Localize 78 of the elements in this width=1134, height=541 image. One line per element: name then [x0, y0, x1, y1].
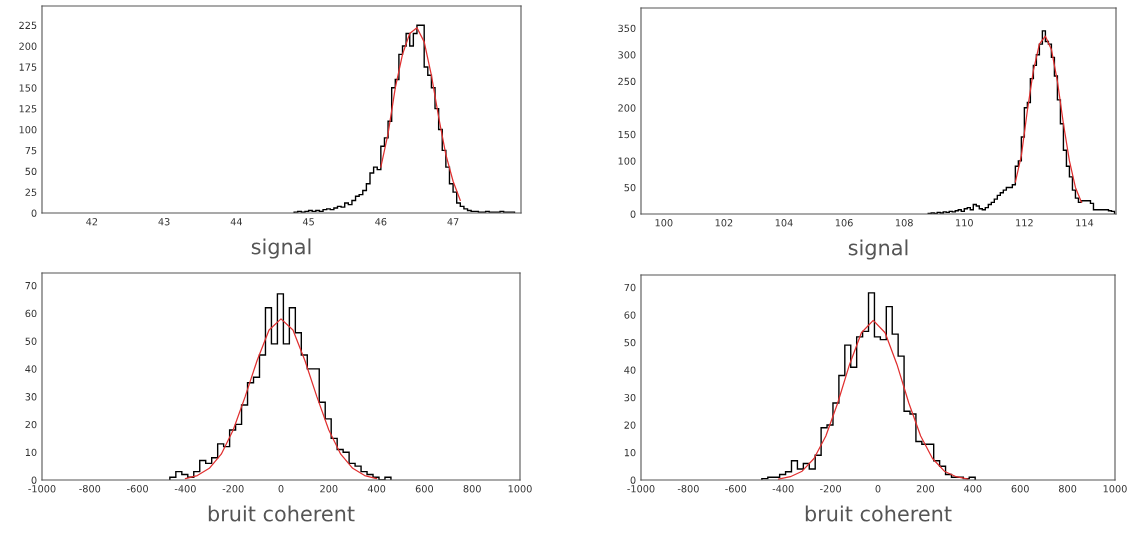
y-tick-label: 125	[19, 105, 37, 113]
y-tick-label: 10	[25, 448, 37, 457]
x-tick-label: 112	[1016, 219, 1033, 227]
y-tick-label: 0	[31, 209, 37, 217]
x-tick-label: 44	[230, 218, 242, 226]
y-tick-label: 50	[25, 167, 37, 176]
y-tick-label: 50	[624, 183, 636, 192]
y-tick-label: 250	[618, 77, 636, 86]
y-tick-label: 150	[618, 130, 636, 139]
line-series	[380, 27, 461, 202]
x-axis-title: signal	[848, 239, 908, 260]
y-tick-label: 10	[624, 448, 636, 457]
y-tick-label: 0	[630, 476, 636, 484]
x-tick-label: -600	[725, 485, 747, 493]
x-tick-label: -600	[127, 485, 148, 493]
x-tick-label: 1000	[1103, 485, 1127, 493]
y-tick-label: 25	[25, 188, 37, 196]
y-tick-label: 0	[31, 476, 37, 484]
y-tick-label: 50	[25, 337, 37, 345]
x-axis-title: bruit coherent	[208, 505, 355, 522]
y-tick-label: 200	[618, 104, 636, 112]
x-tick-label: -1000	[28, 485, 56, 493]
y-tick-label: 40	[25, 365, 37, 373]
x-tick-label: 200	[320, 485, 338, 493]
y-tick-label: 70	[624, 283, 636, 292]
x-tick-label: 46	[375, 218, 387, 226]
x-tick-label: -800	[79, 485, 101, 493]
x-tick-label: -1000	[627, 485, 655, 493]
x-tick-label: 104	[775, 219, 793, 227]
x-tick-label: 114	[1076, 219, 1094, 227]
x-tick-label: 106	[835, 219, 853, 227]
x-tick-label: -800	[677, 485, 699, 493]
y-tick-label: 20	[25, 420, 37, 429]
x-tick-label: 600	[1011, 485, 1029, 493]
x-axis-title: signal	[251, 238, 311, 259]
x-tick-label: 102	[715, 219, 733, 227]
y-tick-label: 30	[25, 393, 37, 401]
y-tick-label: 150	[19, 84, 37, 92]
y-tick-label: 70	[25, 281, 37, 290]
x-tick-label: -200	[222, 485, 244, 493]
x-tick-label: 42	[86, 218, 98, 226]
y-tick-label: 100	[19, 126, 37, 134]
x-tick-label: 400	[964, 485, 982, 493]
y-tick-label: 350	[618, 24, 636, 33]
line-series	[1014, 35, 1083, 203]
x-tick-label: -400	[772, 485, 794, 493]
y-tick-label: 30	[624, 393, 636, 402]
y-tick-label: 20	[624, 421, 636, 429]
y-tick-label: 225	[19, 21, 37, 30]
x-tick-label: 45	[302, 218, 314, 226]
y-tick-label: 75	[25, 147, 37, 155]
x-tick-label: -400	[174, 485, 196, 493]
x-tick-label: 200	[916, 485, 935, 493]
x-axis-title: bruit coherent	[805, 505, 952, 522]
y-tick-label: 60	[25, 309, 37, 318]
y-tick-label: 0	[630, 210, 636, 218]
line-series	[777, 319, 969, 480]
x-tick-label: 1000	[508, 485, 532, 493]
y-tick-label: 40	[624, 366, 636, 374]
x-tick-label: -200	[820, 485, 841, 493]
y-tick-label: 100	[618, 157, 636, 165]
y-tick-label: 50	[624, 338, 636, 347]
y-tick-label: 60	[624, 311, 636, 319]
x-tick-label: 600	[415, 485, 434, 493]
x-tick-label: 0	[278, 485, 284, 493]
x-tick-label: 43	[158, 218, 170, 226]
x-tick-label: 400	[367, 485, 386, 493]
y-tick-label: 175	[19, 63, 37, 71]
x-tick-label: 800	[463, 485, 481, 493]
x-tick-label: 0	[875, 485, 881, 493]
x-tick-label: 800	[1058, 485, 1077, 493]
x-tick-label: 108	[895, 219, 913, 227]
line-series	[184, 318, 378, 480]
y-tick-label: 300	[618, 51, 636, 59]
x-tick-label: 47	[447, 218, 459, 226]
y-tick-label: 200	[19, 42, 37, 50]
x-tick-label: 100	[655, 219, 673, 227]
x-tick-label: 110	[956, 219, 973, 227]
